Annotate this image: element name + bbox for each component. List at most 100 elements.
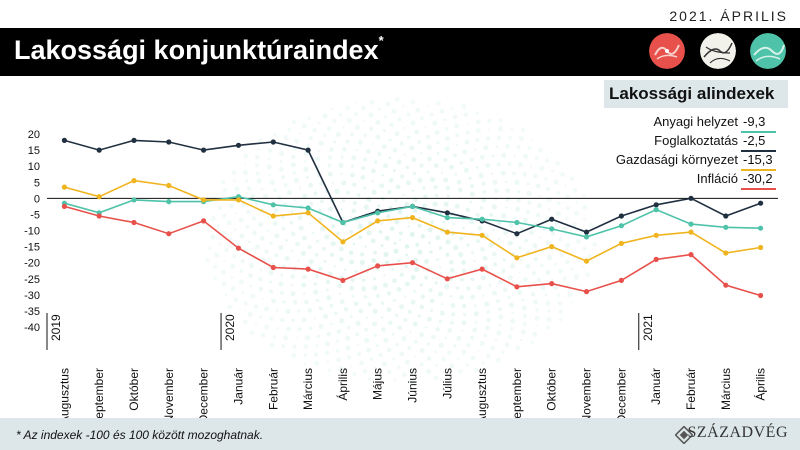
background-dot (341, 216, 344, 219)
background-dot (508, 302, 514, 308)
background-dot (557, 201, 561, 206)
background-dot (324, 190, 328, 194)
background-dot (222, 187, 228, 193)
background-dot (449, 259, 454, 265)
data-point (653, 202, 659, 208)
background-dot (472, 327, 478, 333)
background-dot (469, 157, 474, 162)
background-dot (287, 190, 292, 195)
background-dot (545, 300, 551, 306)
background-dot (227, 304, 233, 310)
background-dot (520, 127, 526, 133)
background-dot (373, 250, 377, 255)
background-dot (379, 183, 385, 189)
background-dot (357, 223, 363, 229)
background-dot (474, 367, 479, 373)
background-dot (293, 178, 299, 184)
data-point (479, 266, 485, 272)
background-dot (384, 115, 388, 119)
background-dot (229, 263, 236, 270)
background-dot (392, 169, 396, 173)
background-dot (261, 332, 266, 338)
background-dot (530, 165, 533, 168)
background-dot (515, 345, 521, 351)
background-dot (380, 301, 385, 305)
background-dot (469, 191, 475, 197)
background-dot (409, 330, 412, 333)
background-dot (572, 250, 575, 254)
data-point (479, 232, 485, 238)
background-dot (496, 135, 502, 141)
background-dot (391, 268, 394, 271)
background-dot (461, 260, 466, 265)
background-dot (449, 363, 455, 369)
background-dot (517, 289, 523, 296)
data-point (583, 289, 590, 295)
background-dot (276, 327, 280, 330)
data-point (549, 216, 555, 222)
background-dot (501, 152, 507, 158)
background-dot (517, 190, 521, 194)
background-dot (205, 258, 210, 263)
background-dot (221, 179, 226, 185)
background-dot (511, 311, 514, 315)
background-dot (241, 291, 245, 295)
background-dot (426, 105, 429, 108)
background-dot (313, 282, 318, 286)
background-dot (223, 260, 226, 263)
background-dot (527, 200, 532, 205)
background-dot (395, 97, 400, 102)
background-dot (280, 273, 284, 277)
background-dot (395, 184, 401, 190)
background-dot (336, 329, 342, 334)
chart-badge-red-icon (649, 33, 685, 69)
background-dot (279, 159, 283, 163)
background-dot (302, 274, 307, 279)
data-point (96, 147, 102, 153)
background-dot (437, 291, 444, 297)
background-dot (551, 278, 554, 281)
background-dot (518, 246, 522, 250)
background-dot (530, 292, 536, 297)
background-dot (373, 160, 378, 165)
background-dot (399, 141, 404, 146)
background-dot (473, 260, 476, 263)
background-dot (375, 293, 380, 298)
background-dot (322, 113, 328, 119)
background-dot (470, 335, 475, 340)
background-dot (417, 177, 423, 183)
background-dot (338, 256, 344, 262)
background-dot (492, 290, 498, 296)
data-point (96, 213, 102, 219)
background-dot (443, 201, 449, 207)
data-point (166, 199, 172, 205)
data-point (375, 210, 381, 216)
background-dot (427, 156, 432, 162)
legend-swatch (741, 169, 776, 171)
background-dot (268, 173, 272, 176)
background-dot (221, 281, 227, 287)
background-dot (575, 239, 582, 245)
background-dot (297, 309, 301, 313)
background-dot (424, 258, 430, 264)
x-tick-label: Január (649, 368, 663, 405)
background-dot (470, 251, 474, 255)
background-dot (522, 313, 528, 319)
background-dot (254, 304, 258, 309)
background-dot (333, 265, 336, 268)
background-dot (300, 250, 306, 256)
background-dot (285, 308, 291, 314)
background-dot (454, 123, 460, 129)
background-dot (434, 193, 439, 198)
background-dot (516, 144, 521, 150)
background-dot (397, 117, 402, 122)
background-dot (430, 220, 435, 224)
background-dot (492, 179, 498, 185)
background-dot (483, 145, 489, 151)
background-dot (448, 164, 454, 170)
background-dot (575, 200, 578, 204)
background-dot (350, 132, 354, 137)
background-dot (582, 217, 586, 221)
background-dot (389, 122, 395, 128)
background-dot (313, 352, 319, 357)
